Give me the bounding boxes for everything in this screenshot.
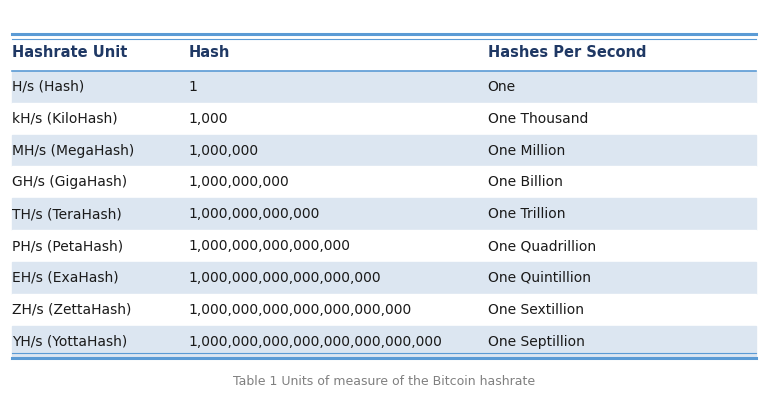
Text: 1,000: 1,000 (188, 112, 227, 126)
Text: MH/s (MegaHash): MH/s (MegaHash) (12, 143, 134, 158)
Bar (12, 294, 756, 326)
Text: One Septillion: One Septillion (488, 335, 584, 349)
Text: One Trillion: One Trillion (488, 207, 565, 221)
Text: One: One (488, 80, 516, 94)
Text: One Thousand: One Thousand (488, 112, 588, 126)
Text: 1,000,000,000,000: 1,000,000,000,000 (188, 207, 319, 221)
Text: ZH/s (ZettaHash): ZH/s (ZettaHash) (12, 303, 131, 317)
Text: kH/s (KiloHash): kH/s (KiloHash) (12, 112, 118, 126)
Text: EH/s (ExaHash): EH/s (ExaHash) (12, 271, 119, 285)
Bar (12, 230, 756, 262)
Bar (12, 34, 756, 71)
Text: 1,000,000,000,000,000,000: 1,000,000,000,000,000,000 (188, 271, 381, 285)
Text: One Million: One Million (488, 143, 565, 158)
Text: YH/s (YottaHash): YH/s (YottaHash) (12, 335, 127, 349)
Text: Hashes Per Second: Hashes Per Second (488, 45, 646, 60)
Text: 1,000,000: 1,000,000 (188, 143, 258, 158)
Text: PH/s (PetaHash): PH/s (PetaHash) (12, 239, 124, 253)
Bar (12, 166, 756, 198)
Text: GH/s (GigaHash): GH/s (GigaHash) (12, 175, 127, 189)
Text: One Quintillion: One Quintillion (488, 271, 591, 285)
Bar (12, 103, 756, 135)
Text: One Billion: One Billion (488, 175, 562, 189)
Text: H/s (Hash): H/s (Hash) (12, 80, 84, 94)
Text: 1,000,000,000,000,000,000,000,000: 1,000,000,000,000,000,000,000,000 (188, 335, 442, 349)
Text: One Quadrillion: One Quadrillion (488, 239, 596, 253)
Text: One Sextillion: One Sextillion (488, 303, 584, 317)
Bar (12, 326, 756, 358)
Text: 1: 1 (188, 80, 197, 94)
Text: Hash: Hash (188, 45, 230, 60)
Text: TH/s (TeraHash): TH/s (TeraHash) (12, 207, 122, 221)
Text: 1,000,000,000,000,000,000,000: 1,000,000,000,000,000,000,000 (188, 303, 412, 317)
Text: 1,000,000,000,000,000: 1,000,000,000,000,000 (188, 239, 350, 253)
Bar (12, 262, 756, 294)
Text: Table 1 Units of measure of the Bitcoin hashrate: Table 1 Units of measure of the Bitcoin … (233, 375, 535, 388)
Bar (12, 71, 756, 103)
Bar (12, 135, 756, 166)
Bar (12, 198, 756, 230)
Text: 1,000,000,000: 1,000,000,000 (188, 175, 289, 189)
Text: Hashrate Unit: Hashrate Unit (12, 45, 127, 60)
